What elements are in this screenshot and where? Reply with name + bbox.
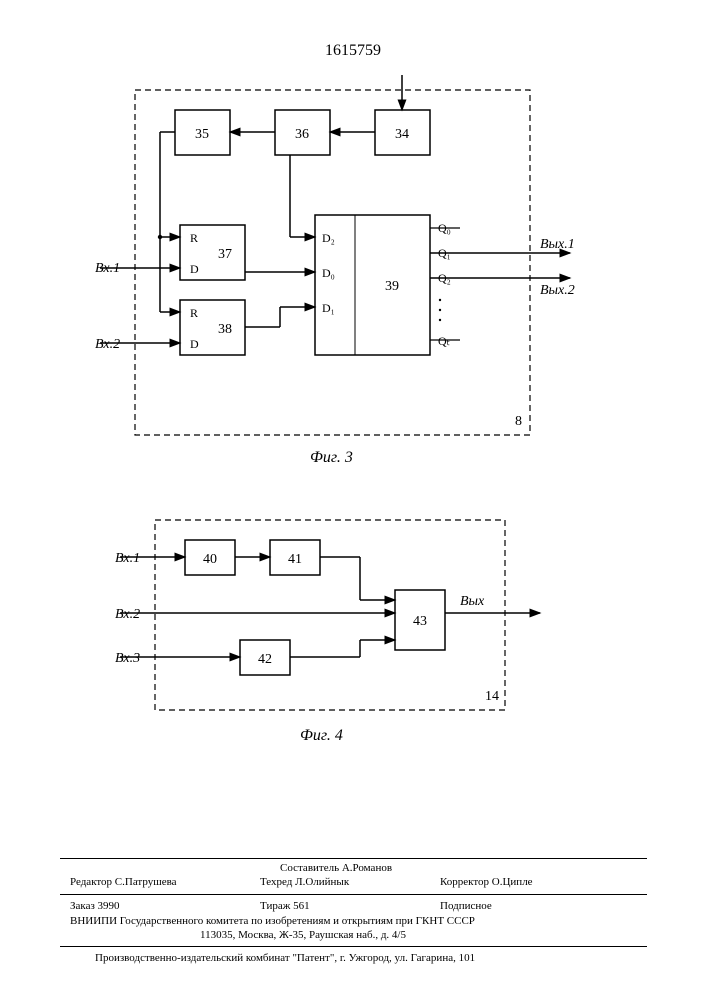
pin-d1: D₁ bbox=[322, 301, 335, 315]
label-37: 37 bbox=[218, 247, 232, 262]
pin-37-r: R bbox=[190, 231, 198, 245]
fig4-ref: 14 bbox=[485, 689, 499, 704]
fig4-caption: Фиг. 4 bbox=[300, 727, 343, 744]
fig3-ref: 8 bbox=[515, 414, 522, 429]
label-36: 36 bbox=[295, 127, 309, 142]
label-39: 39 bbox=[385, 279, 399, 294]
f4-in3: Вх.3 bbox=[115, 651, 140, 666]
footer-address: 113035, Москва, Ж-35, Раушская наб., д. … bbox=[200, 929, 406, 941]
fig3: 8 35 36 34 37 R D 38 R D 39 D₂ D₀ D₁ Q₀ … bbox=[95, 75, 575, 466]
fig3-caption: Фиг. 3 bbox=[310, 449, 353, 466]
footer-rule-3 bbox=[60, 946, 647, 947]
label-out1: Вых.1 bbox=[540, 237, 575, 252]
footer-tirazh: Тираж 561 bbox=[260, 900, 310, 912]
label-in2: Вх.2 bbox=[95, 337, 120, 352]
label-43: 43 bbox=[413, 614, 427, 629]
pin-qt: Qₜ bbox=[438, 334, 450, 348]
pin-d0: D₀ bbox=[322, 266, 335, 280]
footer-subscription: Подписное bbox=[440, 900, 492, 912]
label-35: 35 bbox=[195, 127, 209, 142]
footer-compiler: Составитель А.Романов bbox=[280, 862, 392, 874]
label-34: 34 bbox=[395, 127, 409, 142]
doc-number: 1615759 bbox=[325, 42, 381, 59]
f4-in2: Вх.2 bbox=[115, 607, 140, 622]
page: { "doc_number": "1615759", "fig3": { "ca… bbox=[0, 0, 707, 1000]
pin-38-r: R bbox=[190, 306, 198, 320]
pin-d2: D₂ bbox=[322, 231, 335, 245]
footer-order: Заказ 3990 bbox=[70, 900, 120, 912]
f4-in1: Вх.1 bbox=[115, 551, 140, 566]
fig4: 14 40 41 42 43 Вх.1 Вх.2 Вх.3 Вых Фиг. 4 bbox=[115, 520, 540, 744]
footer-rule-2 bbox=[60, 894, 647, 895]
pin-38-d: D bbox=[190, 337, 199, 351]
fig4-outline bbox=[155, 520, 505, 710]
diagrams-svg: 1615759 8 35 36 34 37 R D 38 R D 39 D₂ D… bbox=[0, 0, 707, 830]
label-out2: Вых.2 bbox=[540, 283, 575, 298]
pin-37-d: D bbox=[190, 262, 199, 276]
label-40: 40 bbox=[203, 552, 217, 567]
footer-org: ВНИИПИ Государственного комитета по изоб… bbox=[70, 915, 475, 927]
footer-corrector: Корректор О.Ципле bbox=[440, 876, 533, 888]
f4-out: Вых bbox=[460, 594, 485, 609]
footer-rule-1 bbox=[60, 858, 647, 859]
footer-publisher: Производственно-издательский комбинат "П… bbox=[95, 952, 475, 964]
label-42: 42 bbox=[258, 652, 272, 667]
footer-editor: Редактор С.Патрушева bbox=[70, 876, 177, 888]
label-38: 38 bbox=[218, 322, 232, 337]
label-41: 41 bbox=[288, 552, 302, 567]
footer-techred: Техред Л.Олийнык bbox=[260, 876, 349, 888]
